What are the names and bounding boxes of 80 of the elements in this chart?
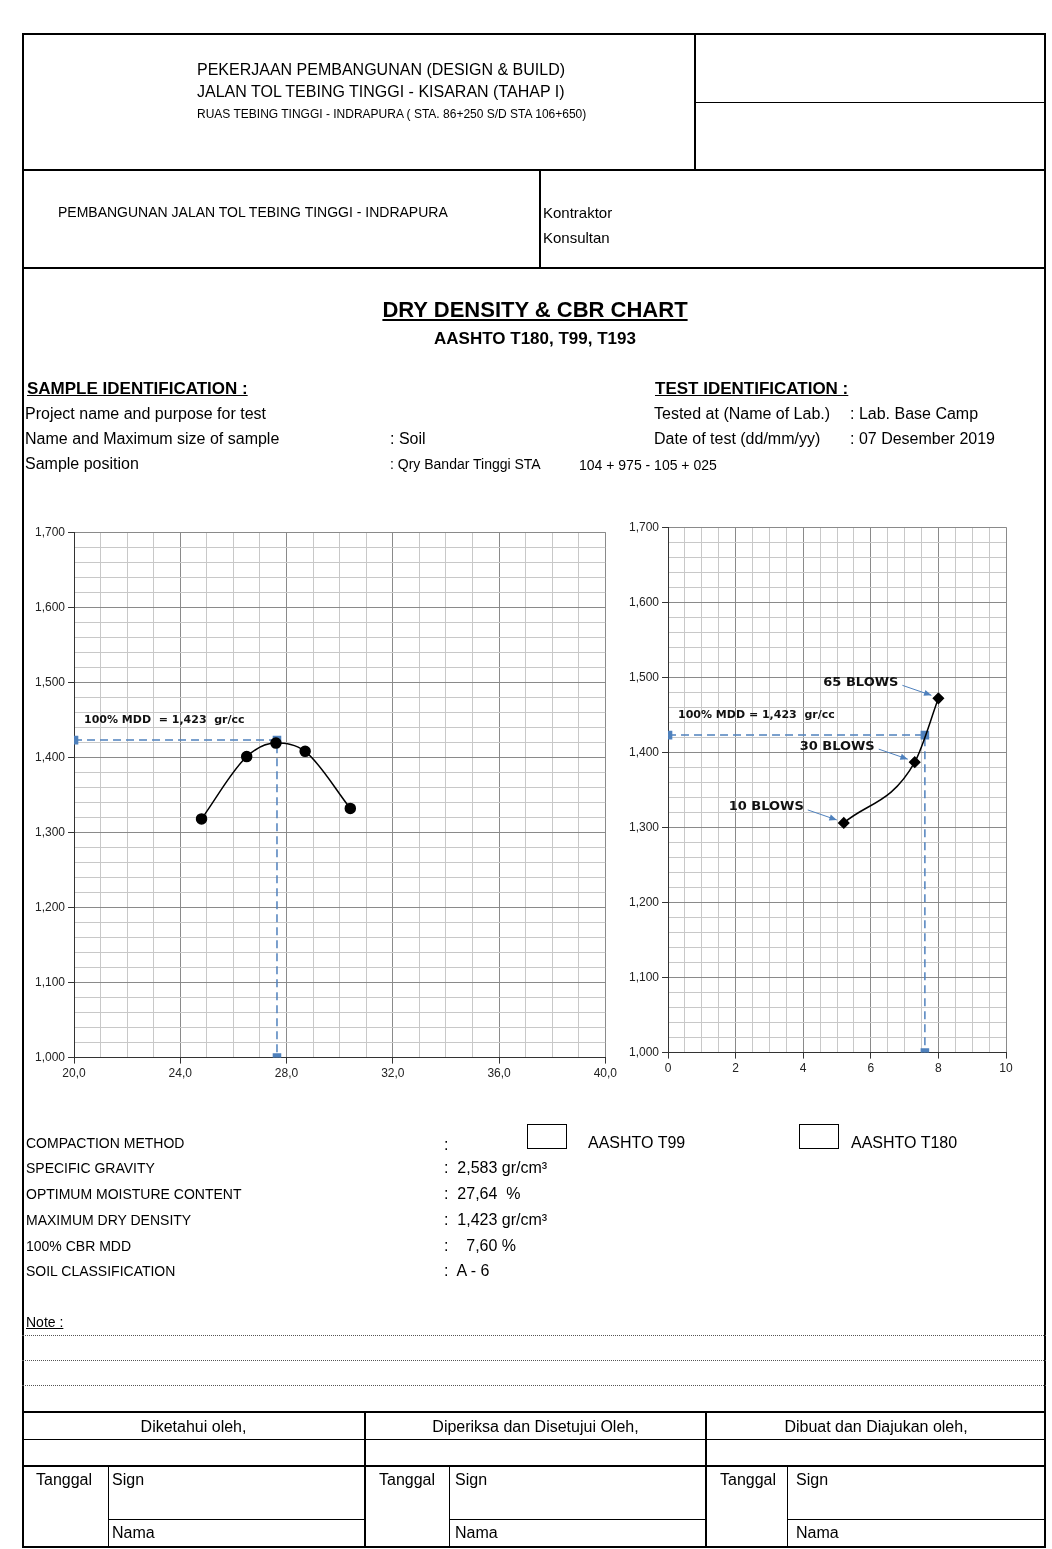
y-tick-label: 1,700	[629, 519, 660, 534]
text: AASHTO T180, T99, T193	[434, 329, 636, 348]
text: : 07 Desember 2019	[850, 430, 995, 448]
text: Sign	[455, 1471, 488, 1488]
text: Sign	[796, 1471, 829, 1488]
x-tick-label: 10	[999, 1061, 1013, 1076]
text: Name and Maximum size of sample	[25, 430, 280, 448]
text: Tanggal	[720, 1471, 777, 1488]
annotation: 30 BLOWS	[799, 737, 875, 753]
y-tick-label: 1,000	[35, 1049, 66, 1064]
x-tick-label: 28,0	[274, 1066, 299, 1081]
x-tick-label: 2	[732, 1061, 740, 1076]
y-tick-label: 1,600	[629, 594, 660, 609]
text: Nama	[455, 1524, 498, 1541]
x-tick-label: 6	[867, 1061, 875, 1076]
y-tick-label: 1,300	[35, 824, 66, 839]
text: PEKERJAAN PEMBANGUNAN (DESIGN & BUILD)	[197, 61, 566, 79]
text: 100% CBR MDD	[26, 1238, 132, 1255]
y-tick-label: 1,200	[629, 894, 660, 909]
y-tick-label: 1,500	[629, 669, 660, 684]
y-tick-label: 1,100	[629, 969, 660, 984]
x-tick-label: 20,0	[62, 1066, 87, 1081]
text: AASHTO T180	[851, 1134, 958, 1152]
x-tick-label: 4	[799, 1061, 807, 1076]
text: Tanggal	[36, 1471, 93, 1489]
y-tick-label: 1,000	[629, 1044, 660, 1059]
text: JALAN TOL TEBING TINGGI - KISARAN (TAHAP I)	[197, 83, 565, 101]
text: Kontraktor	[543, 204, 613, 222]
text: 104 + 975 - 105 + 025	[579, 457, 717, 474]
text: Sign	[112, 1471, 145, 1489]
text: SOIL CLASSIFICATION	[26, 1263, 176, 1280]
text: RUAS TEBING TINGGI - INDRAPURA ( STA. 86+250 S/D STA 106+650)	[197, 107, 587, 122]
text: MAXIMUM DRY DENSITY	[26, 1212, 192, 1229]
y-tick-label: 1,100	[35, 974, 66, 989]
text: OPTIMUM MOISTURE CONTENT	[26, 1186, 242, 1203]
x-tick-label: 40,0	[593, 1066, 618, 1081]
text: Note :	[26, 1314, 64, 1331]
text: : Soil	[390, 430, 426, 448]
text: Date of test (dd/mm/yy)	[654, 430, 821, 448]
x-tick-label: 0	[664, 1061, 672, 1076]
y-tick-label: 1,700	[35, 524, 66, 539]
text: SPECIFIC GRAVITY	[26, 1160, 155, 1177]
x-tick-label: 32,0	[381, 1066, 405, 1081]
annotation: 10 BLOWS	[728, 798, 804, 814]
text: Project name and purpose for test	[25, 405, 267, 423]
annotation: 100% MDD = 1,423 gr/cc	[678, 707, 835, 721]
text: Diperiksa dan Disetujui Oleh,	[431, 1418, 640, 1436]
text: :	[444, 1136, 449, 1154]
text: SAMPLE IDENTIFICATION :	[27, 379, 248, 399]
text: DRY DENSITY & CBR CHART	[382, 297, 688, 322]
text: Dibuat dan Diajukan oleh,	[783, 1418, 969, 1436]
y-tick-label: 1,400	[629, 744, 660, 759]
text: : Lab. Base Camp	[850, 405, 979, 423]
y-tick-label: 1,300	[629, 819, 660, 834]
text: Diketahui oleh,	[139, 1418, 248, 1436]
y-tick-label: 1,400	[35, 749, 66, 764]
text: TEST IDENTIFICATION :	[655, 379, 849, 399]
text: : 1,423 gr/cm³	[444, 1211, 548, 1229]
text: : A - 6	[444, 1262, 490, 1280]
y-tick-label: 1,600	[35, 599, 66, 614]
y-tick-label: 1,500	[35, 674, 66, 689]
y-tick-label: 1,200	[35, 899, 66, 914]
text: Tanggal	[379, 1471, 436, 1488]
text: Sample position	[25, 455, 139, 473]
text: PEMBANGUNAN JALAN TOL TEBING TINGGI - INDRAPURA	[58, 204, 448, 221]
x-tick-label: 36,0	[487, 1066, 512, 1081]
annotation: 65 BLOWS	[823, 673, 899, 689]
text: AASHTO T99	[588, 1134, 686, 1152]
text: : Qry Bandar Tinggi STA	[390, 456, 541, 473]
text: Nama	[796, 1524, 839, 1541]
x-tick-label: 24,0	[168, 1066, 193, 1081]
text: : 27,64 %	[444, 1185, 521, 1203]
text: Tested at (Name of Lab.)	[654, 405, 831, 423]
text: : 2,583 gr/cm³	[444, 1159, 548, 1177]
text: Konsultan	[543, 229, 610, 247]
x-tick-label: 8	[935, 1061, 943, 1076]
annotation: 100% MDD = 1,423 gr/cc	[84, 712, 245, 726]
text: COMPACTION METHOD	[26, 1135, 185, 1152]
text: Nama	[112, 1524, 155, 1542]
text: : 7,60 %	[444, 1237, 517, 1255]
